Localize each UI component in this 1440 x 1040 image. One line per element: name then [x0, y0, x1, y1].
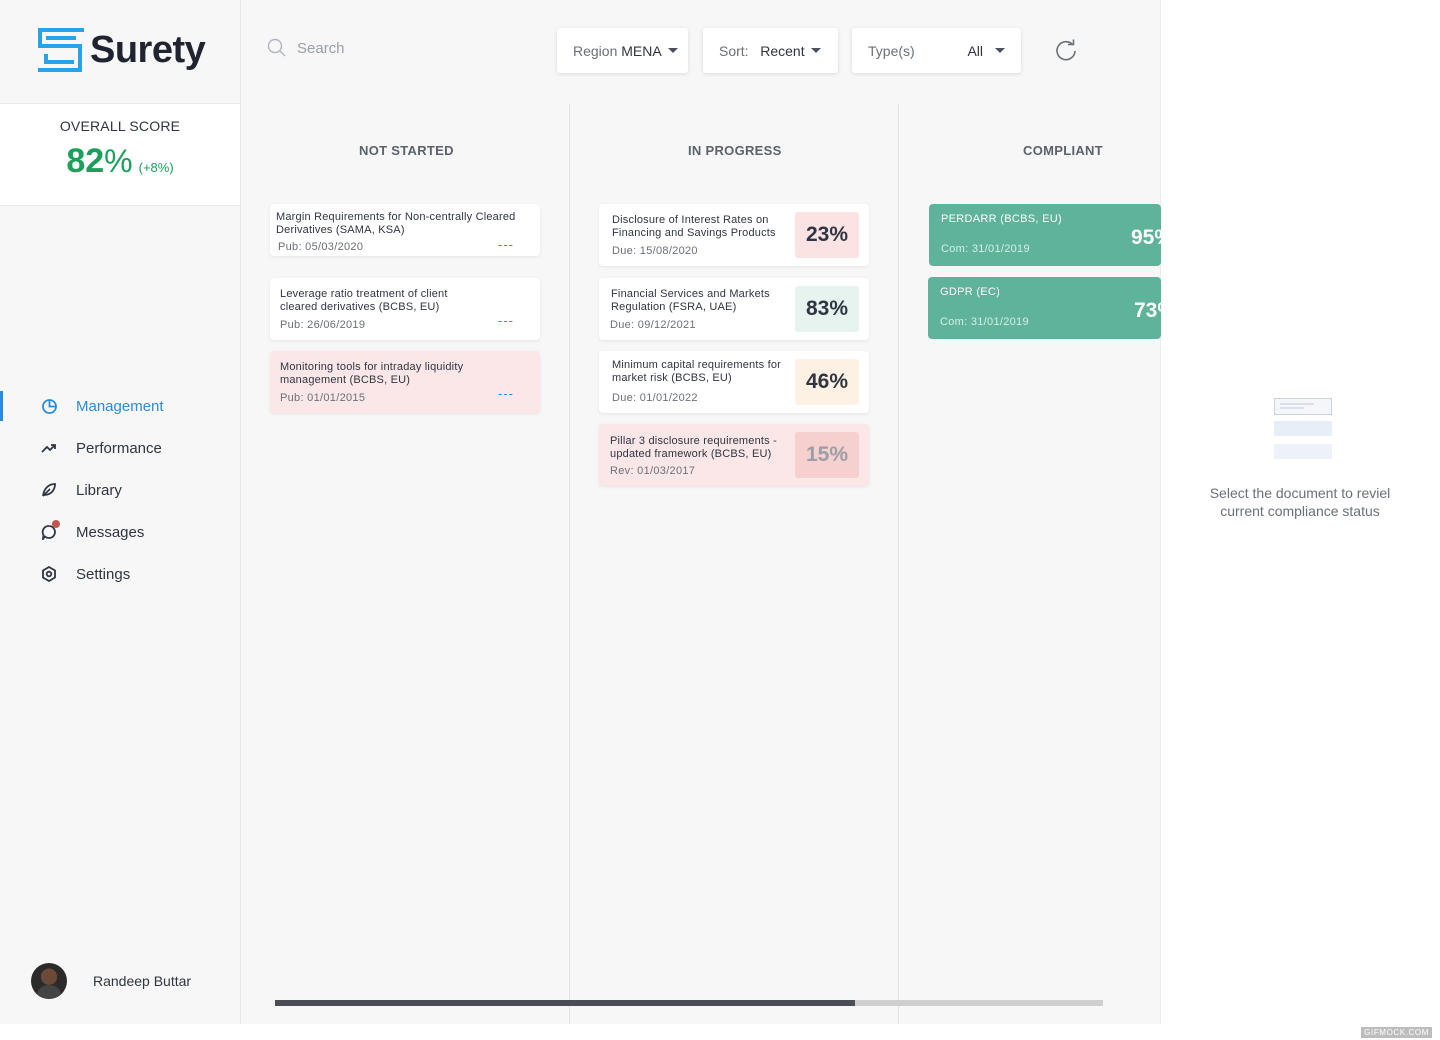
- card-date: Pub: 26/06/2019: [280, 319, 366, 331]
- progress-badge: 83%: [795, 286, 859, 332]
- card-title: GDPR (EC): [940, 286, 1001, 298]
- progress-badge: 23%: [795, 212, 859, 258]
- region-filter-label: Region: [573, 42, 618, 59]
- horizontal-scrollbar[interactable]: [275, 1000, 1103, 1006]
- card-title: Disclosure of Interest Rates on Financin…: [612, 214, 776, 239]
- brand-logo[interactable]: Surety: [36, 26, 206, 74]
- empty-state-message: Select the document to reviel current co…: [1209, 485, 1391, 519]
- compliant-card[interactable]: PERDARR (BCBS, EU) Com: 31/01/2019 95%: [929, 204, 1161, 266]
- progress-badge: 46%: [795, 359, 859, 405]
- score-number: 82: [66, 142, 105, 180]
- card-title: Monitoring tools for intraday liquidity …: [280, 361, 464, 386]
- column-divider: [569, 104, 570, 1024]
- score-unit: %: [104, 143, 133, 179]
- nav-label: Messages: [76, 523, 145, 541]
- nav-item-messages[interactable]: Messages: [0, 511, 240, 553]
- chevron-down-icon: [995, 48, 1005, 53]
- card-title: Minimum capital requirements for market …: [612, 359, 782, 384]
- card-date: Pub: 01/01/2015: [280, 392, 366, 404]
- document-card[interactable]: Minimum capital requirements for market …: [599, 351, 869, 413]
- card-title: PERDARR (BCBS, EU): [941, 213, 1062, 225]
- gear-icon: [40, 565, 58, 583]
- types-filter-label: Type(s): [868, 42, 915, 59]
- compliance-percent: 95%: [1131, 226, 1161, 249]
- nav-item-management[interactable]: Management: [0, 385, 240, 427]
- document-placeholder-icon: [1274, 398, 1332, 459]
- nav-item-library[interactable]: Library: [0, 469, 240, 511]
- document-card[interactable]: Financial Services and Markets Regulatio…: [599, 278, 869, 340]
- document-card[interactable]: Pillar 3 disclosure requirements - updat…: [599, 424, 869, 486]
- nav-label: Library: [76, 481, 122, 499]
- search-input[interactable]: Search: [297, 39, 345, 57]
- column-divider: [898, 104, 899, 1024]
- card-date: Due: 15/08/2020: [612, 245, 698, 257]
- avatar: [31, 963, 67, 999]
- notification-dot: [52, 520, 60, 528]
- surety-logo-icon: [38, 28, 84, 72]
- main-nav: Management Performance Library Messages: [0, 385, 240, 595]
- card-date: Due: 01/01/2022: [612, 392, 698, 404]
- card-title: Financial Services and Markets Regulatio…: [611, 288, 770, 313]
- card-title: Pillar 3 disclosure requirements - updat…: [610, 435, 777, 460]
- scrollbar-thumb[interactable]: [275, 1000, 855, 1006]
- brand-name: Surety: [90, 28, 206, 71]
- region-filter[interactable]: Region MENA: [557, 28, 688, 73]
- document-card[interactable]: Monitoring tools for intraday liquidity …: [270, 351, 540, 413]
- leaf-icon: [40, 481, 58, 499]
- document-detail-panel: Select the document to reviel current co…: [1162, 0, 1440, 1040]
- column-title-not-started: NOT STARTED: [359, 143, 454, 158]
- document-card[interactable]: Leverage ratio treatment of client clear…: [270, 278, 540, 340]
- card-title: Leverage ratio treatment of client clear…: [280, 288, 448, 313]
- card-status: ---: [498, 237, 514, 252]
- card-title: Margin Requirements for Non-centrally Cl…: [276, 211, 516, 236]
- card-status: ---: [498, 386, 514, 401]
- refresh-icon[interactable]: [1054, 39, 1078, 63]
- types-filter-value: All: [967, 42, 983, 59]
- user-name: Randeep Buttar: [93, 973, 192, 989]
- card-date: Com: 31/01/2019: [941, 243, 1030, 255]
- nav-item-performance[interactable]: Performance: [0, 427, 240, 469]
- nav-label: Performance: [76, 439, 162, 457]
- types-filter[interactable]: Type(s) All: [852, 28, 1021, 73]
- compliance-board: Search Region MENA Sort: Recent Type(s) …: [241, 0, 1161, 1024]
- sort-filter-label: Sort:: [719, 42, 749, 59]
- search-bar[interactable]: Search: [267, 38, 345, 58]
- nav-label: Settings: [76, 565, 131, 583]
- chat-bubble-icon: [40, 523, 58, 541]
- column-title-in-progress: IN PROGRESS: [688, 143, 782, 158]
- card-date: Rev: 01/03/2017: [610, 465, 696, 477]
- pie-chart-icon: [40, 397, 58, 415]
- overall-score-label: OVERALL SCORE: [59, 118, 181, 134]
- card-date: Com: 31/01/2019: [940, 316, 1029, 328]
- trending-up-icon: [40, 439, 58, 457]
- overall-score-panel: OVERALL SCORE 82 % (+8%): [0, 103, 240, 206]
- compliant-card[interactable]: GDPR (EC) Com: 31/01/2019 73%: [928, 277, 1161, 339]
- card-status: ---: [498, 313, 514, 328]
- search-icon: [267, 38, 286, 57]
- sidebar: Surety OVERALL SCORE 82 % (+8%) Manageme…: [0, 0, 241, 1024]
- sort-filter-value: Recent: [760, 42, 805, 59]
- progress-badge: 15%: [795, 432, 859, 478]
- document-card[interactable]: Disclosure of Interest Rates on Financin…: [599, 204, 869, 266]
- watermark: GIFMOCK.COM: [1361, 1027, 1432, 1038]
- overall-score-value: 82 % (+8%): [0, 142, 240, 181]
- sort-filter[interactable]: Sort: Recent: [703, 28, 838, 73]
- nav-label: Management: [76, 397, 164, 415]
- compliance-percent: 73%: [1134, 299, 1161, 322]
- chevron-down-icon: [667, 48, 678, 53]
- document-card[interactable]: Margin Requirements for Non-centrally Cl…: [270, 204, 540, 256]
- score-delta: (+8%): [138, 160, 174, 175]
- nav-item-settings[interactable]: Settings: [0, 553, 240, 595]
- card-date: Due: 09/12/2021: [610, 319, 696, 331]
- card-date: Pub: 05/03/2020: [278, 241, 364, 253]
- column-title-compliant: COMPLIANT: [1023, 143, 1103, 158]
- region-filter-value: MENA: [621, 42, 662, 59]
- user-profile[interactable]: Randeep Buttar: [31, 963, 191, 999]
- chevron-down-icon: [810, 48, 821, 53]
